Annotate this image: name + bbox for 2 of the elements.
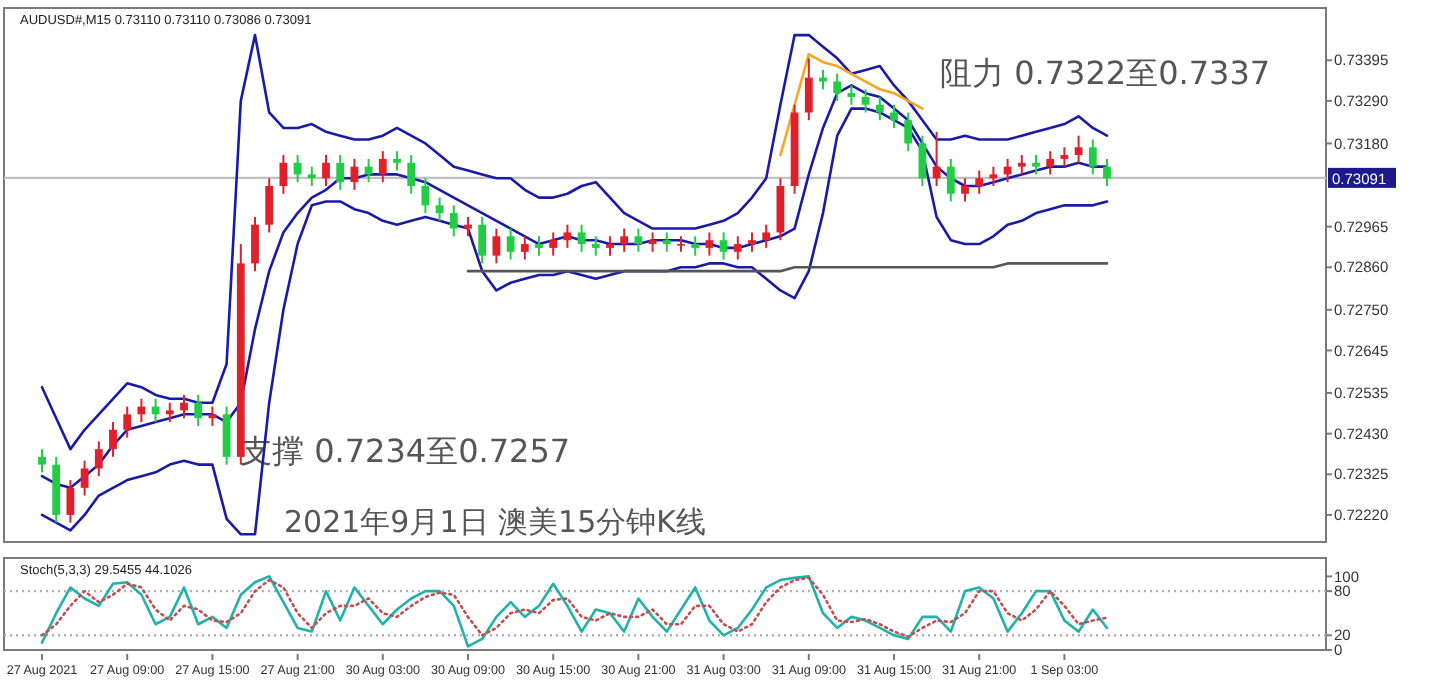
annotation: 阻力 0.7322至0.7337 [940, 54, 1271, 92]
annotation: 2021年9月1日 澳美15分钟K线 [284, 504, 706, 540]
